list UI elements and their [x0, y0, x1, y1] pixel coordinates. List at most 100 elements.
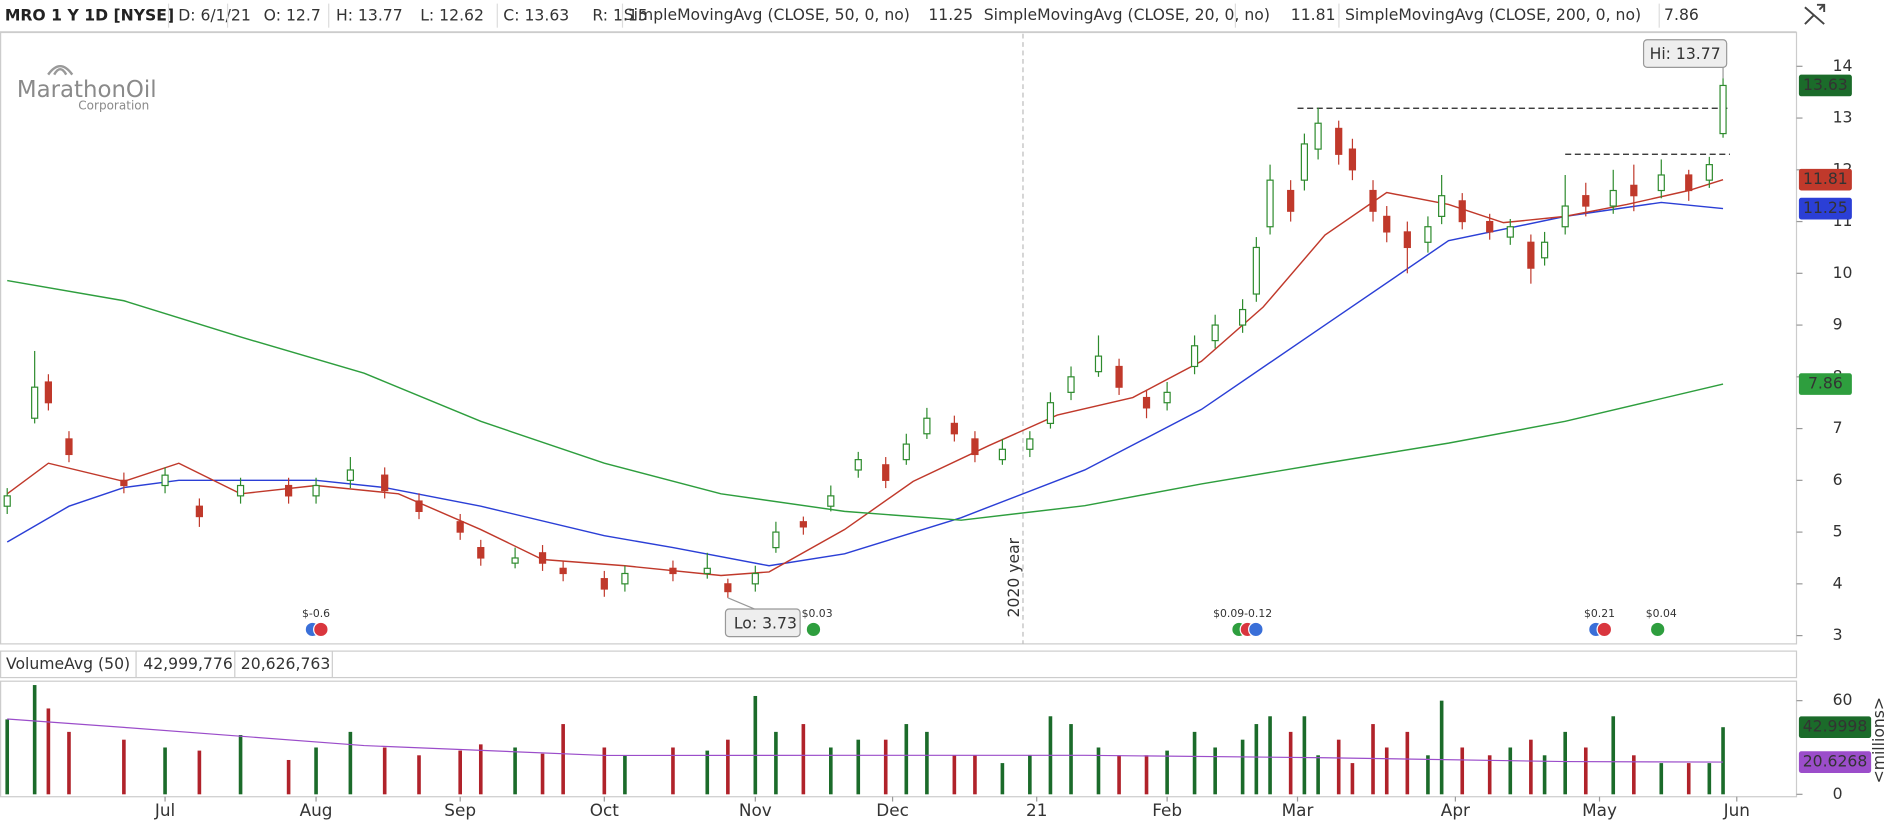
- symbol: MRO 1 Y 1D [NYSE]: [5, 5, 174, 24]
- event-icon: [313, 621, 329, 638]
- volume-bar: [1707, 763, 1712, 795]
- x-tick-label: Feb: [1152, 800, 1182, 820]
- lo-callout-part: 3.73: [762, 613, 797, 632]
- price-panel: [0, 31, 1798, 645]
- volume-bar: [1439, 700, 1444, 795]
- x-tick-label: Jul: [154, 800, 175, 820]
- volume-bar: [1487, 755, 1492, 795]
- volume-bar: [1384, 747, 1389, 795]
- callout-box: [1642, 39, 1728, 68]
- candle-body: [1369, 189, 1377, 212]
- volume-bar: [726, 739, 730, 795]
- candle-body: [1458, 200, 1466, 223]
- candle-body: [724, 583, 732, 593]
- lo-callout-part: Lo:: [734, 613, 757, 632]
- volume-bar: [286, 759, 291, 795]
- y-tick-label: 4: [1833, 573, 1843, 592]
- candle-body: [415, 500, 423, 512]
- candle-body: [1438, 195, 1446, 217]
- candle-body: [1685, 174, 1693, 192]
- ma-badge: [1798, 197, 1852, 220]
- y-tick-label: 5: [1833, 522, 1843, 541]
- candle-body: [1252, 246, 1260, 295]
- candle-body: [923, 417, 931, 435]
- settings-icon[interactable]: [1804, 3, 1826, 25]
- volume-bar: [856, 739, 861, 795]
- volume-bar: [829, 747, 833, 795]
- volume-bar: [348, 731, 353, 795]
- y-tick-label: 10: [1833, 263, 1853, 282]
- candle-body: [1348, 148, 1357, 171]
- hi-callout-part: 13.77: [1676, 44, 1721, 63]
- y-tick-label: 7: [1833, 418, 1843, 437]
- candle-body: [827, 495, 835, 507]
- volume-bar: [5, 719, 10, 795]
- candle-body: [1239, 308, 1247, 326]
- volume-avg-badge: [1798, 751, 1872, 773]
- candle-body: [1657, 174, 1665, 192]
- volume-bar: [1659, 763, 1664, 795]
- candle-body: [1582, 195, 1590, 207]
- volume-bar: [1288, 731, 1293, 795]
- candle-body: [772, 531, 780, 549]
- volume-bar: [1721, 727, 1725, 795]
- volume-bar: [925, 731, 929, 795]
- volume-bar: [513, 747, 517, 795]
- candle-body: [1383, 215, 1391, 233]
- event-icon: [805, 621, 822, 638]
- volume-bar: [952, 755, 957, 795]
- logo-name: MarathonOil: [17, 77, 157, 103]
- legend-entry: SimpleMovingAvg (CLOSE, 50, 0, no): [624, 5, 910, 24]
- moving-average: [6, 178, 1724, 577]
- volume-bar: [904, 724, 909, 795]
- event-label: $0.03: [802, 607, 833, 620]
- volume-bar: [1240, 739, 1245, 795]
- candle-body: [1026, 438, 1034, 450]
- ma-badge: [1798, 168, 1852, 191]
- volume-header-value: 20,626,763: [241, 654, 330, 673]
- volume-bar: [1069, 724, 1073, 795]
- volume-bar: [1371, 724, 1375, 795]
- volume-bar: [1542, 755, 1547, 795]
- volume-bar: [1529, 739, 1533, 795]
- candle-body: [1287, 189, 1295, 212]
- candle-body: [31, 386, 39, 419]
- volume-header: [0, 650, 1798, 679]
- lo-callout: Lo: 3.73: [734, 613, 797, 632]
- candle-body: [346, 469, 354, 481]
- low: L: 12.62: [420, 5, 484, 24]
- ma-badge-label: 7.86: [1808, 374, 1843, 393]
- open-part: O:: [264, 5, 281, 24]
- volume-bar: [1350, 763, 1355, 795]
- candle-body: [456, 521, 464, 533]
- candle-body: [1486, 220, 1494, 233]
- volume-bar: [602, 747, 607, 795]
- close-part: C:: [503, 5, 519, 24]
- legend-value: 7.86: [1664, 5, 1699, 24]
- volume-bar: [561, 724, 565, 795]
- candle-body: [854, 459, 862, 471]
- y-tick-label: 0: [1833, 784, 1843, 803]
- volume-bar: [163, 747, 167, 795]
- low-part: 12.62: [439, 5, 484, 24]
- candle-body: [1314, 122, 1322, 150]
- volume-bar: [1316, 755, 1320, 795]
- volume-bar: [1336, 739, 1341, 795]
- candle-body: [1300, 143, 1308, 181]
- volume-bar: [1144, 755, 1149, 795]
- candle-body: [195, 505, 203, 518]
- volume-bar: [540, 753, 545, 795]
- candle-body: [312, 484, 320, 497]
- logo: MarathonOil Corporation: [17, 65, 157, 112]
- callout-line: [727, 597, 755, 610]
- volume-panel: [0, 680, 1798, 798]
- candle-body: [703, 567, 711, 575]
- candle-body: [1190, 345, 1199, 368]
- moving-average: [7, 279, 1724, 521]
- candle-body: [1630, 184, 1638, 197]
- high-part: 13.77: [358, 5, 403, 24]
- candle-body: [1211, 324, 1219, 342]
- candle-body: [236, 484, 245, 497]
- y-tick-label: 3: [1833, 625, 1843, 644]
